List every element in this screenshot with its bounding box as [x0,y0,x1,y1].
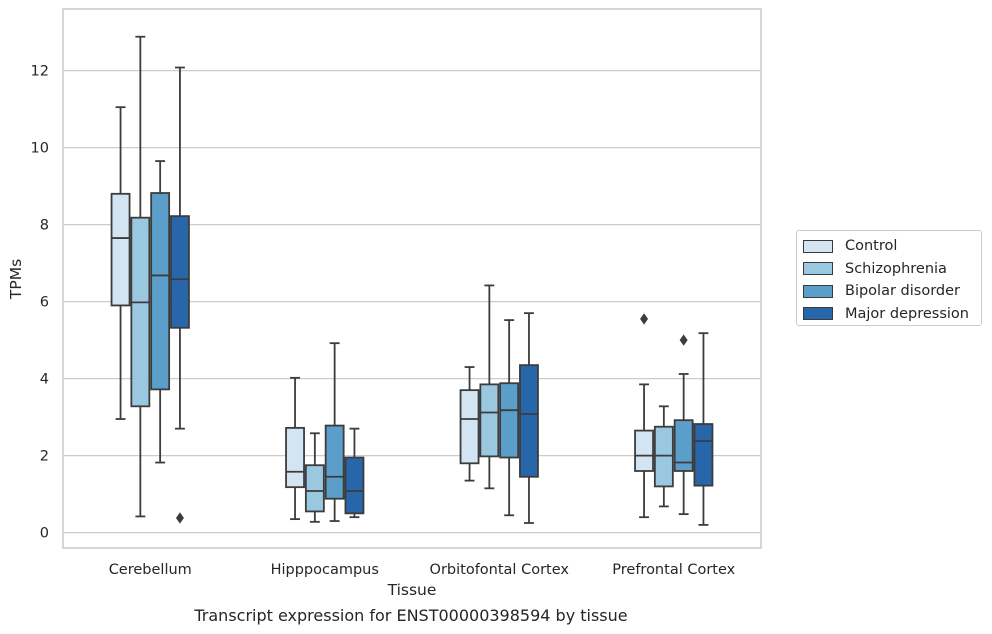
box-iqr [130,216,151,408]
y-tick-label: 2 [40,449,49,465]
legend-label: Schizophrenia [845,260,947,277]
box-plot-item [653,405,674,508]
box-plot-item [519,312,539,524]
y-tick-label: 0 [40,526,49,542]
chart-caption: Transcript expression for ENST0000039859… [194,606,628,625]
box-plot-item [673,334,694,516]
plot-frame [62,8,762,549]
legend-swatch [803,284,833,298]
box-iqr [344,456,365,515]
box-plot-item [304,432,325,523]
legend-item: Control [803,235,975,258]
x-tick-label: Hipppocampus [271,562,379,578]
x-tick-label: Cerebellum [109,562,192,578]
y-tick-label: 4 [40,372,49,388]
axis-ticks: 0 2 4 6 8 10 12 Cerebellum Hipppocampus Orbitofon… [31,64,736,578]
outlier-marker [679,334,688,346]
y-tick-label: 12 [31,64,49,80]
outlier-marker [175,512,184,524]
box-iqr [499,382,520,459]
y-tick-label: 6 [40,295,49,311]
box-iqr [304,464,325,513]
box-iqr [673,419,694,472]
legend: Control Schizophrenia Bipolar disorder Majo… [796,230,982,326]
box-iqr [285,426,305,489]
legend-label: Major depression [845,305,969,322]
x-tick-label: Orbitofontal Cortex [430,562,570,578]
box-iqr [170,215,190,329]
box-iqr [150,192,171,391]
legend-swatch [803,239,833,253]
box-plot-item [479,284,500,490]
box-plot-item [344,427,365,519]
legend-label: Bipolar disorder [845,283,960,300]
legend-swatch [803,262,833,276]
legend-swatch [803,307,833,321]
box-iqr [653,425,674,488]
box-plot-item [150,160,171,464]
legend-label: Control [845,238,898,255]
box-plot-item [170,66,190,524]
x-tick-label: Prefrontal Cortex [612,562,735,578]
box-plot-item [324,342,345,522]
box-plot-item [459,366,480,482]
box-iqr [479,383,500,458]
x-axis-title: Tissue [387,581,437,599]
box-plot-item [634,313,654,519]
box-plot-item [110,106,131,420]
box-plot-item [693,332,714,526]
box-plot-item [499,319,520,517]
box-layer [110,35,714,526]
legend-item: Major depression [803,303,975,326]
box-iqr [110,192,131,307]
legend-item: Bipolar disorder [803,280,975,303]
y-tick-label: 10 [31,141,49,157]
box-plot-item [130,35,151,518]
box-iqr [459,389,480,465]
legend-item: Schizophrenia [803,258,975,281]
box-iqr [324,424,345,500]
y-axis-title: TPMs [7,259,25,300]
box-iqr [519,364,539,478]
y-tick-label: 8 [40,218,49,234]
box-iqr [634,429,654,472]
box-plot-item [285,376,305,521]
box-iqr [693,423,714,487]
outlier-marker [640,313,649,325]
